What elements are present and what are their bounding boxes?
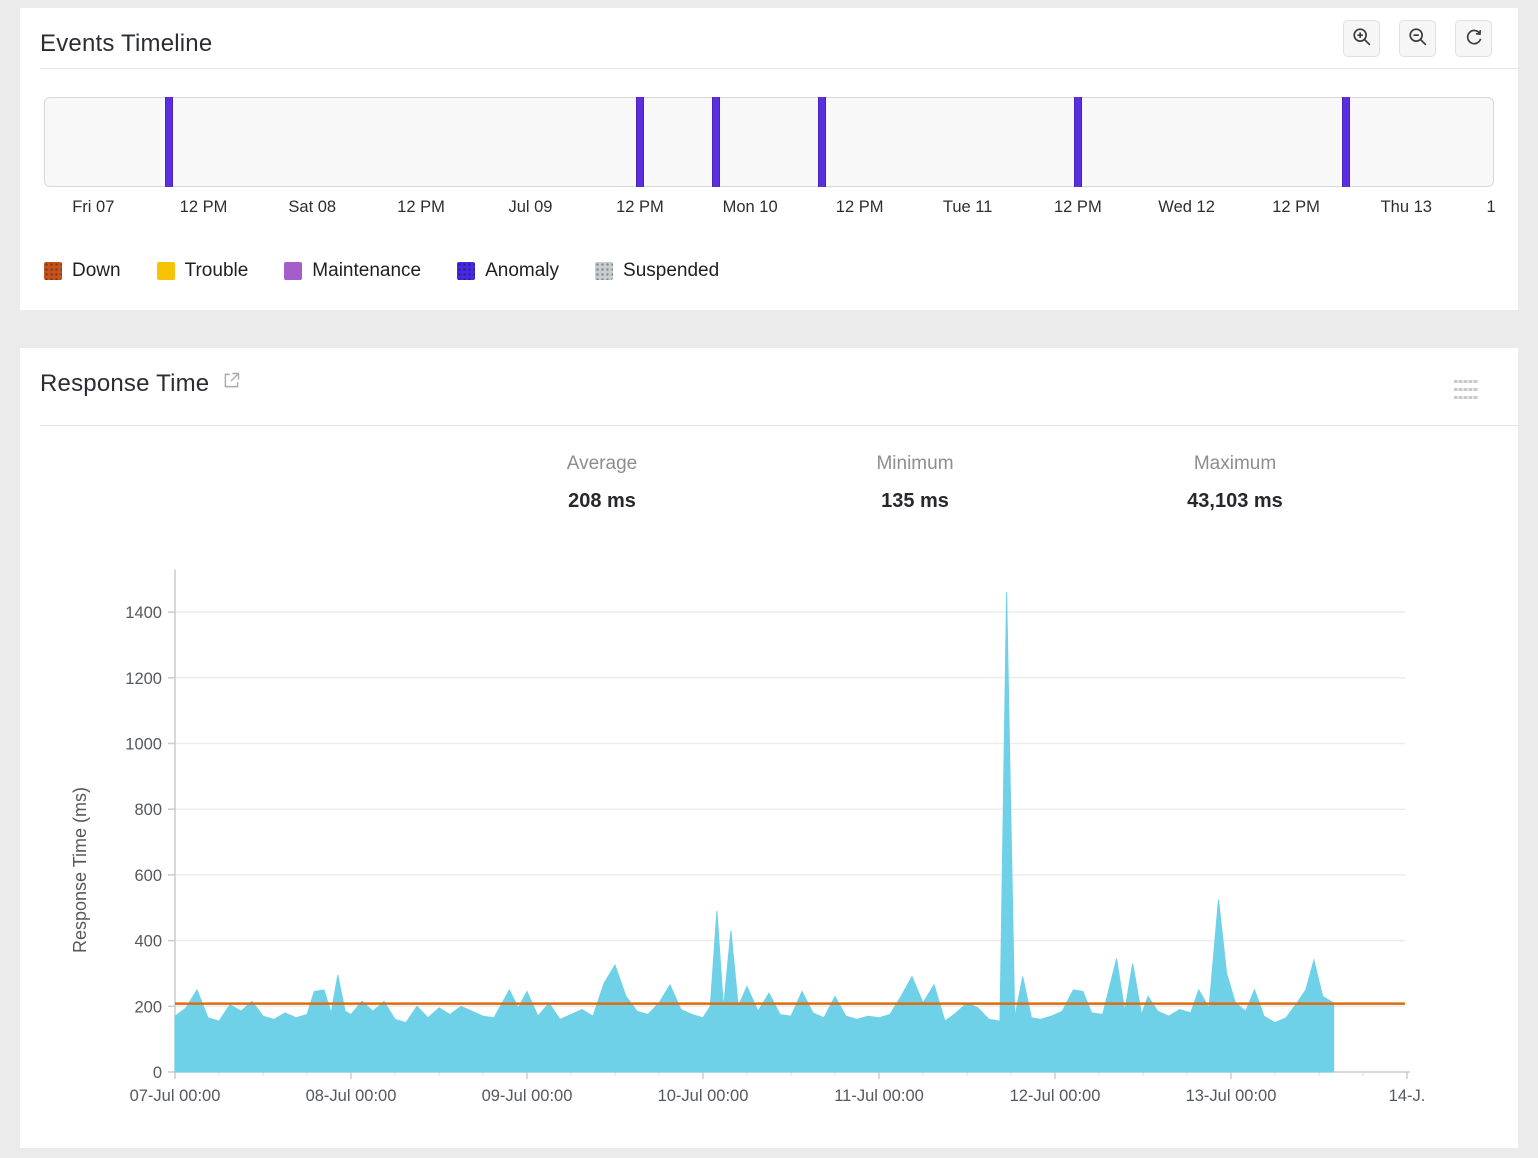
timeline-tick-label: Tue 11 [942, 198, 993, 216]
legend-swatch-suspended [595, 262, 614, 280]
legend-item-trouble: Trouble [156, 260, 249, 282]
event-marker-anomaly[interactable] [817, 97, 826, 187]
reset-zoom-button[interactable] [1455, 20, 1492, 57]
legend-swatch-down [44, 262, 62, 280]
response-time-area-series[interactable] [174, 592, 1335, 1073]
response-header-divider [40, 425, 1518, 426]
timeline-tick-label: Mon 10 [722, 198, 778, 216]
stat-average-label: Average [566, 453, 638, 474]
y-tick-label: 400 [134, 933, 162, 951]
timeline-tick-label: Sat 08 [288, 198, 337, 216]
menu-bar [1454, 380, 1478, 383]
events-legend: Down Trouble Maintenance Anomaly Suspended [44, 260, 719, 282]
timeline-tick-label: 12 PM [1272, 198, 1320, 216]
y-tick-label: 1400 [125, 604, 162, 622]
zoom-in-icon [1351, 26, 1373, 51]
legend-swatch-maintenance [284, 262, 303, 280]
x-tick-label: 10-Jul 00:00 [658, 1087, 749, 1105]
timeline-tick-label: Wed 12 [1158, 198, 1215, 216]
y-tick-label: 200 [134, 998, 162, 1016]
legend-item-down: Down [44, 260, 121, 282]
stat-average-value: 208 ms [568, 490, 636, 512]
timeline-tick-label: 12 PM [1054, 198, 1102, 216]
x-tick-label: 14-J. [1389, 1087, 1426, 1105]
response-time-panel: Response Time Average 208 ms Minimum 135… [20, 348, 1518, 1148]
response-time-title-text: Response Time [40, 370, 210, 397]
timeline-tick-label: 12 PM [616, 198, 664, 216]
legend-label: Down [72, 260, 121, 281]
event-marker-anomaly[interactable] [164, 97, 173, 187]
menu-bar [1454, 396, 1478, 399]
stat-maximum-label: Maximum [1193, 453, 1277, 474]
event-marker-anomaly[interactable] [1342, 97, 1351, 187]
stat-maximum-value: 43,103 ms [1187, 490, 1283, 512]
legend-label: Suspended [623, 260, 720, 281]
legend-label: Trouble [184, 260, 249, 281]
timeline-tick-label: 12 PM [179, 198, 228, 216]
y-tick-label: 1200 [125, 670, 162, 688]
x-tick-label: 12-Jul 00:00 [1010, 1087, 1101, 1105]
external-link-icon[interactable] [221, 370, 242, 398]
legend-item-suspended: Suspended [595, 260, 719, 282]
y-axis-title: Response Time (ms) [70, 787, 90, 953]
event-marker-anomaly[interactable] [1073, 97, 1082, 187]
x-tick-label: 11-Jul 00:00 [834, 1087, 924, 1105]
event-marker-anomaly[interactable] [636, 97, 645, 187]
legend-label: Anomaly [485, 260, 560, 281]
legend-item-anomaly: Anomaly [457, 260, 559, 282]
y-tick-label: 0 [153, 1064, 162, 1082]
response-time-chart[interactable]: 0 200 400 600 800 1000 1200 1400 07-Jul 00:00 08-… [20, 508, 1518, 1128]
x-tick-label: 08-Jul 00:00 [306, 1087, 397, 1105]
x-tick-label: 09-Jul 00:00 [482, 1087, 573, 1105]
stat-average: Average 208 ms [452, 453, 752, 513]
events-timeline-panel: Events Timeline [20, 8, 1518, 310]
legend-item-maintenance: Maintenance [284, 260, 421, 282]
legend-label: Maintenance [312, 260, 422, 281]
y-tick-label: 600 [134, 867, 162, 885]
event-marker-anomaly[interactable] [712, 97, 720, 187]
events-header-divider [40, 68, 1518, 69]
chart-context-menu-icon[interactable] [1454, 380, 1478, 404]
timeline-tick-label: Thu 13 [1380, 198, 1432, 216]
x-tick-label: 13-Jul 00:00 [1186, 1087, 1277, 1105]
menu-bar [1454, 388, 1478, 391]
response-time-title: Response Time [40, 370, 242, 398]
zoom-out-icon [1407, 26, 1429, 51]
timeline-tick-label: 12 PM [397, 198, 445, 216]
timeline-tick-label: Fri 07 [72, 198, 115, 216]
timeline-tick-label: 12 PM [835, 198, 884, 216]
timeline-toolbar [1343, 20, 1492, 57]
events-timeline-axis: Fri 07 12 PM Sat 08 12 PM Jul 09 12 PM Mon 10 1… [44, 198, 1496, 222]
y-tick-label: 1000 [125, 736, 162, 754]
x-tick-label: 07-Jul 00:00 [130, 1087, 221, 1105]
timeline-tick-label: Jul 09 [508, 198, 553, 216]
legend-swatch-anomaly [457, 262, 476, 280]
reset-zoom-icon [1463, 26, 1485, 51]
stat-minimum: Minimum 135 ms [765, 453, 1065, 513]
stat-maximum: Maximum 43,103 ms [1085, 453, 1385, 513]
stat-minimum-label: Minimum [876, 453, 954, 474]
timeline-tick-label: 1 [1486, 198, 1496, 216]
events-timeline-title: Events Timeline [40, 30, 213, 57]
events-timeline-track[interactable] [44, 97, 1494, 187]
zoom-in-button[interactable] [1343, 20, 1380, 57]
y-tick-label: 800 [134, 801, 162, 819]
legend-swatch-trouble [156, 262, 175, 280]
stat-minimum-value: 135 ms [881, 490, 949, 512]
zoom-out-button[interactable] [1399, 20, 1436, 57]
